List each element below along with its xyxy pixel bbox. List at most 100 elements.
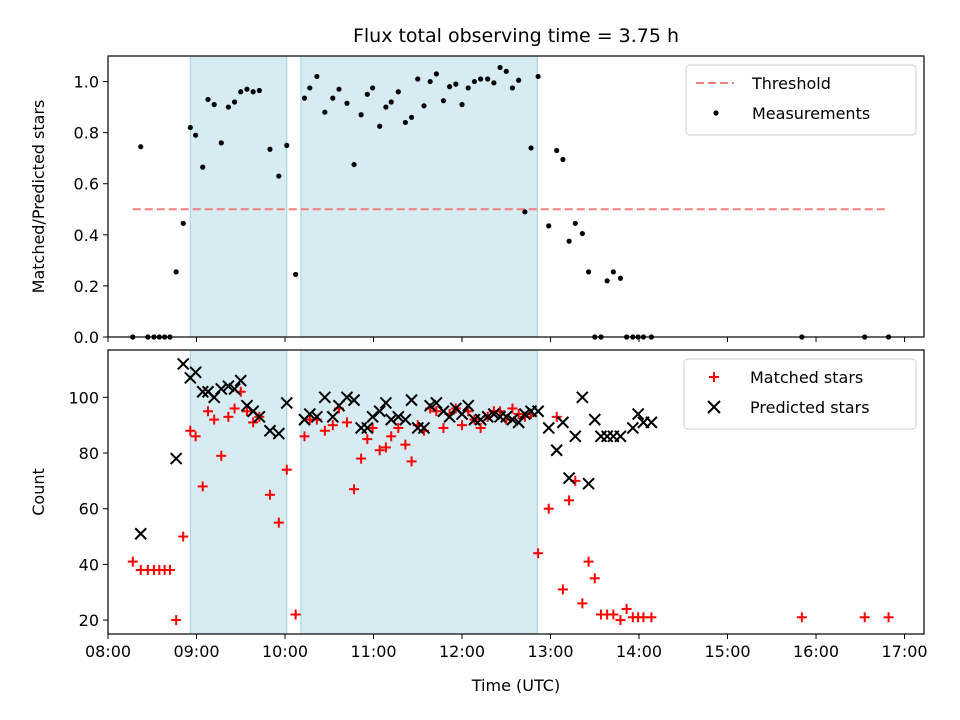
x-b bbox=[614, 430, 627, 443]
predicted-star-point-21 bbox=[318, 391, 332, 404]
y-tick-label-1: 40 bbox=[79, 555, 99, 574]
predicted-star-point-37 bbox=[423, 399, 437, 412]
x-tick-label-8: 16:00 bbox=[793, 642, 839, 661]
legend-label-0: Matched stars bbox=[750, 368, 863, 387]
matched-star-point-65 bbox=[564, 495, 575, 506]
matched-star-point-28 bbox=[319, 425, 330, 436]
predicted-star-point-2 bbox=[177, 357, 190, 371]
measurement-point-28 bbox=[322, 109, 328, 115]
measurement-point-17 bbox=[238, 89, 244, 95]
predicted-star-point-47 bbox=[487, 407, 501, 421]
measurement-point-9 bbox=[187, 124, 193, 131]
matched-star-point-69 bbox=[589, 573, 600, 584]
matched-star-point-36 bbox=[374, 445, 385, 456]
matched-star-point-45 bbox=[431, 406, 442, 417]
x-b bbox=[234, 374, 247, 387]
predicted-star-point-0 bbox=[134, 527, 147, 540]
bottom-panel-legend: Matched stars Predicted stars bbox=[683, 358, 917, 430]
predicted-star-point-10 bbox=[228, 382, 241, 396]
y-tick-label-4: 100 bbox=[68, 388, 99, 407]
measurement-point-20 bbox=[256, 87, 262, 94]
x-b bbox=[169, 452, 183, 465]
x-b bbox=[392, 410, 405, 424]
measurement-point-72 bbox=[610, 269, 616, 275]
matched-star-point-63 bbox=[551, 411, 562, 422]
measurement-point-24 bbox=[293, 271, 299, 278]
matched-star-point-52 bbox=[475, 422, 486, 433]
measurement-point-1 bbox=[138, 144, 144, 150]
top-panel-shaded-intervals bbox=[189, 55, 538, 338]
x-b bbox=[303, 407, 316, 421]
measurement-point-29 bbox=[330, 95, 336, 101]
matched-star-point-81 bbox=[883, 612, 894, 623]
matched-star-point-61 bbox=[533, 548, 544, 559]
predicted-star-point-29 bbox=[373, 405, 386, 418]
matched-star-point-74 bbox=[621, 603, 632, 614]
predicted-star-point-42 bbox=[455, 407, 469, 421]
matched-star-point-68 bbox=[583, 556, 594, 567]
x-b bbox=[399, 413, 412, 426]
matched-star-point-40 bbox=[400, 439, 411, 450]
matched-star-point-24 bbox=[290, 609, 301, 620]
predicted-star-point-50 bbox=[506, 413, 519, 426]
x-b bbox=[449, 402, 463, 415]
y-tick-label-0: 0.0 bbox=[74, 328, 99, 347]
matched-star-point-19 bbox=[248, 417, 259, 428]
legend-box bbox=[685, 64, 917, 136]
x-b bbox=[240, 399, 254, 412]
x-b bbox=[443, 410, 456, 424]
measurement-point-42 bbox=[415, 76, 421, 82]
predicted-star-point-20 bbox=[310, 410, 324, 424]
predicted-star-point-40 bbox=[443, 410, 456, 424]
shaded-interval-0 bbox=[189, 55, 288, 338]
measurement-point-68 bbox=[585, 269, 592, 275]
measurement-point-26 bbox=[307, 85, 313, 91]
predicted-star-point-43 bbox=[462, 399, 475, 412]
x-b bbox=[645, 416, 658, 429]
matched-star-point-15 bbox=[223, 411, 234, 422]
measurement-point-36 bbox=[377, 123, 383, 129]
matched-star-point-12 bbox=[203, 406, 214, 417]
predicted-star-point-19 bbox=[303, 407, 316, 421]
top-panel-frame bbox=[107, 55, 925, 338]
bottom-panel-x-ticks: 08:00 09:00 10:00 11:00 12:00 13:00 14:00 15:00… bbox=[85, 634, 928, 661]
predicted-star-point-17 bbox=[280, 396, 293, 410]
x-b bbox=[556, 416, 570, 429]
matched-star-point-23 bbox=[281, 464, 292, 475]
predicted-star-point-52 bbox=[518, 407, 532, 421]
predicted-star-point-25 bbox=[347, 393, 361, 407]
matched-star-point-29 bbox=[327, 420, 338, 431]
measurement-point-58 bbox=[516, 77, 522, 83]
bottom-panel: 20 40 60 80 100 08:00 09:00 10:00 11:00 12:00 13:… bbox=[29, 349, 928, 695]
x-b bbox=[253, 410, 266, 424]
x-b bbox=[272, 427, 286, 440]
y-tick-label-2: 0.4 bbox=[74, 226, 99, 245]
measurement-point-43 bbox=[421, 103, 427, 109]
x-b bbox=[177, 357, 190, 371]
x-b bbox=[189, 366, 202, 379]
top-panel-y-axis-label: Matched/Predicted stars bbox=[29, 100, 48, 294]
measurement-point-44 bbox=[427, 78, 433, 85]
x-tick-label-2: 10:00 bbox=[262, 642, 308, 661]
x-b bbox=[506, 413, 519, 426]
matched-star-point-9 bbox=[185, 425, 196, 436]
legend-measurements-swatch bbox=[713, 110, 719, 116]
measurement-point-35 bbox=[370, 85, 376, 91]
predicted-star-point-58 bbox=[562, 471, 576, 485]
bottom-panel-y-axis-label: Count bbox=[29, 468, 48, 516]
matched-star-point-41 bbox=[406, 456, 417, 467]
matched-star-point-16 bbox=[229, 403, 240, 414]
matched-star-point-25 bbox=[299, 431, 310, 442]
x-tick-label-0: 08:00 bbox=[85, 642, 131, 661]
x-tick-label-5: 13:00 bbox=[527, 642, 573, 661]
measurement-point-59 bbox=[522, 209, 528, 215]
predicted-star-point-9 bbox=[222, 379, 235, 393]
matched-star-point-22 bbox=[273, 517, 284, 528]
x-b bbox=[246, 405, 260, 418]
matched-star-point-38 bbox=[386, 431, 397, 442]
x-b bbox=[228, 382, 241, 396]
measurement-point-21 bbox=[267, 146, 273, 152]
top-panel-y-ticks: 0.0 0.2 0.4 0.6 0.8 1.0 bbox=[74, 73, 108, 347]
matched-star-point-58 bbox=[513, 409, 524, 420]
bottom-panel-y-ticks: 20 40 60 80 100 bbox=[68, 388, 108, 630]
